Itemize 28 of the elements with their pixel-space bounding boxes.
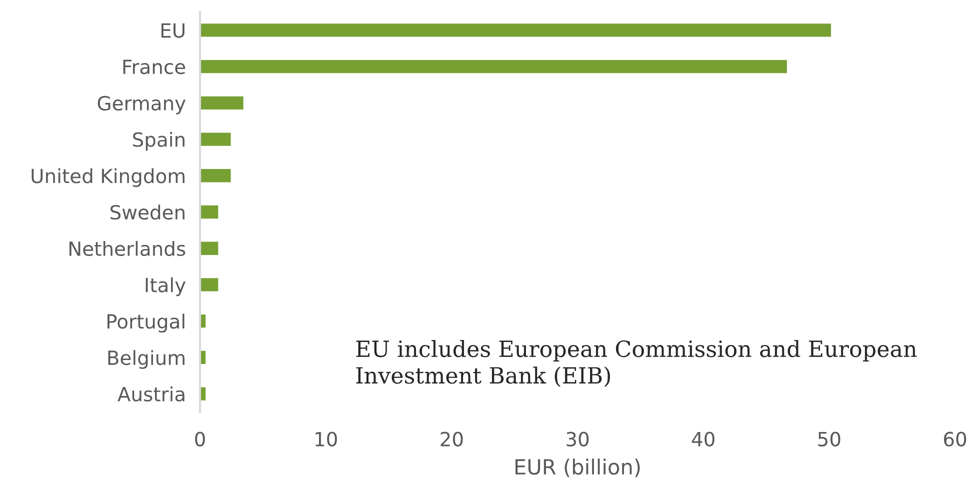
y-tick-label: Netherlands (69, 240, 186, 256)
x-tick-label: 60 (944, 432, 966, 446)
y-tick-label: France (123, 60, 186, 74)
y-tick-label: Germany (98, 96, 186, 114)
bar (200, 94, 245, 111)
y-tick-label: Spain (133, 132, 184, 151)
y-tick-label: Belgium (108, 350, 184, 369)
y-tick-label: EU (162, 23, 184, 38)
x-tick-label: 0 (195, 432, 205, 446)
y-tick-label: Portugal (108, 314, 184, 333)
x-tick-label: 50 (818, 432, 840, 446)
bar (200, 22, 832, 38)
bar (200, 204, 220, 220)
annotation: EU includes European Commission and European Investment Bank (EIB) (356, 340, 917, 387)
x-tick-label: 10 (316, 432, 337, 446)
x-tick-label: 30 (566, 432, 589, 446)
x-tick-label: 20 (440, 432, 463, 446)
y-tick-label: Austria (118, 386, 184, 402)
bar (200, 240, 220, 256)
bar (200, 168, 232, 184)
y-tick-label: United Kingdom (32, 168, 184, 188)
bar (200, 276, 220, 293)
y-tick-label: Sweden (110, 204, 184, 220)
x-tick-label: 40 (692, 432, 714, 446)
y-tick-label: Italy (146, 277, 186, 296)
x-axis-title: EUR (billion) (516, 458, 640, 478)
bar (200, 58, 788, 75)
bar (200, 131, 232, 148)
